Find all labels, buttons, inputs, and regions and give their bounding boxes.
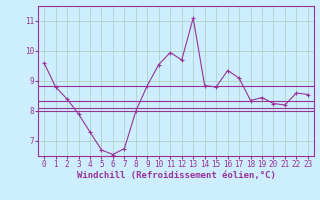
- X-axis label: Windchill (Refroidissement éolien,°C): Windchill (Refroidissement éolien,°C): [76, 171, 276, 180]
